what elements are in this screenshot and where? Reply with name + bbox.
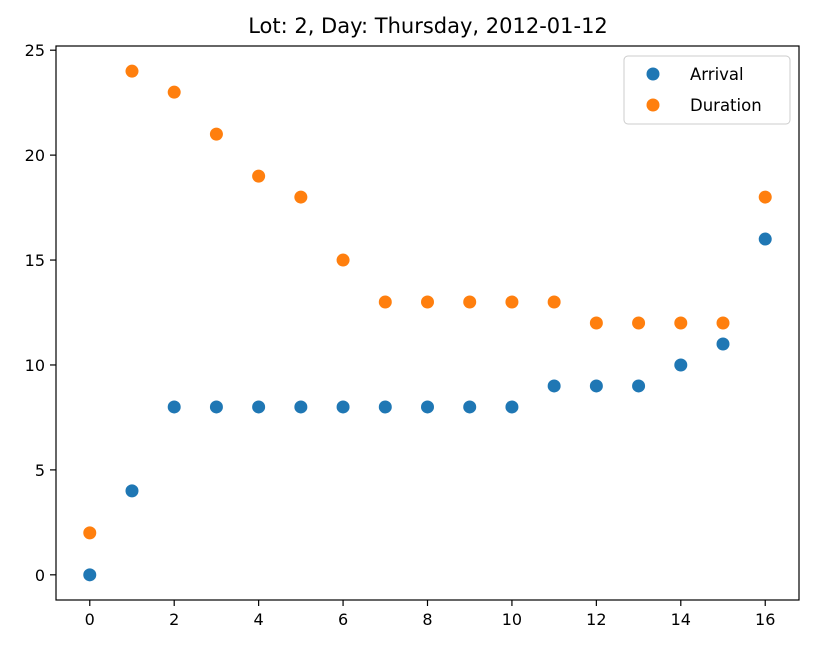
arrival-point — [589, 379, 603, 393]
duration-point — [209, 127, 223, 141]
legend: Arrival Duration — [623, 55, 791, 125]
plot-points — [83, 64, 772, 582]
arrival-point — [421, 400, 434, 414]
y-tick-label: 15 — [25, 251, 45, 270]
y-tick-label: 0 — [35, 566, 45, 585]
arrival-point — [336, 400, 350, 414]
arrival-point — [547, 379, 561, 393]
x-tick-label: 4 — [254, 610, 264, 629]
duration-point — [632, 316, 646, 330]
legend-label-arrival: Arrival — [690, 65, 744, 84]
arrival-point — [674, 358, 688, 372]
duration-point — [463, 295, 477, 309]
duration-point — [83, 526, 97, 540]
legend-box — [623, 55, 791, 125]
duration-point — [378, 295, 392, 309]
duration-point — [758, 190, 772, 204]
y-tick-label: 25 — [25, 41, 45, 60]
duration-point — [674, 316, 688, 330]
chart-title: Lot: 2, Day: Thursday, 2012-01-12 — [248, 14, 608, 38]
arrival-point — [505, 400, 519, 414]
duration-point — [167, 85, 181, 99]
legend-marker-duration — [646, 98, 660, 112]
duration-point — [547, 295, 561, 309]
x-tick-label: 0 — [85, 610, 95, 629]
x-tick-label: 2 — [169, 610, 179, 629]
x-tick-label: 14 — [671, 610, 691, 629]
arrival-point — [758, 232, 772, 246]
duration-point — [505, 295, 519, 309]
arrival-point — [167, 400, 181, 414]
duration-point — [294, 190, 308, 204]
duration-point — [125, 64, 139, 78]
arrival-point — [252, 400, 266, 414]
x-tick-label: 8 — [422, 610, 432, 629]
y-tick-label: 20 — [25, 146, 45, 165]
arrival-point — [716, 337, 730, 351]
x-tick-label: 10 — [502, 610, 522, 629]
plot-frame — [55, 45, 800, 601]
x-tick-label: 12 — [586, 610, 606, 629]
legend-marker-arrival — [646, 67, 660, 81]
arrival-point — [209, 400, 223, 414]
arrival-point — [83, 568, 97, 582]
x-axis: 0 2 4 6 8 10 12 14 16 — [85, 600, 775, 629]
duration-point — [336, 253, 350, 267]
x-tick-label: 16 — [755, 610, 775, 629]
duration-point — [716, 316, 730, 330]
arrival-point — [463, 400, 477, 414]
x-tick-label: 6 — [338, 610, 348, 629]
y-tick-label: 10 — [25, 356, 45, 375]
y-tick-label: 5 — [35, 461, 45, 480]
duration-point — [421, 295, 434, 309]
arrival-point — [378, 400, 392, 414]
arrival-point — [632, 379, 646, 393]
arrival-point — [294, 400, 308, 414]
y-axis: 0 5 10 15 20 25 — [25, 41, 56, 585]
arrival-point — [125, 484, 139, 498]
duration-point — [589, 316, 603, 330]
duration-point — [252, 169, 266, 183]
legend-label-duration: Duration — [690, 96, 762, 115]
